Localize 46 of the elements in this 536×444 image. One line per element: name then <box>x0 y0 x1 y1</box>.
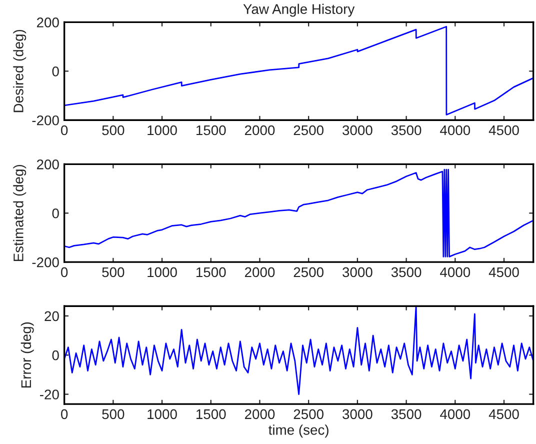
x-tick-label: 2500 <box>294 409 324 420</box>
x-tick-label: 3000 <box>342 125 372 136</box>
y-tick-label: -200 <box>32 257 59 268</box>
x-tick-label: 2500 <box>294 267 324 278</box>
y-axis-title: Desired (deg) <box>13 30 26 112</box>
x-tick-label: 1000 <box>148 267 177 278</box>
x-tick-label: 500 <box>102 409 124 420</box>
y-axis-title: Estimated (deg) <box>13 164 26 261</box>
x-axis-title: time (sec) <box>268 424 328 438</box>
line-series <box>64 168 534 258</box>
x-tick-label: 3000 <box>342 267 372 278</box>
x-tick-label: 500 <box>102 267 124 278</box>
x-tick-label: 3500 <box>391 125 422 136</box>
x-tick-label: 4500 <box>488 409 519 420</box>
x-tick-label: 0 <box>61 409 68 420</box>
chart-title: Yaw Angle History <box>243 4 355 17</box>
y-axis-title: Error (deg) <box>20 322 34 388</box>
x-tick-label: 500 <box>102 125 124 136</box>
line-series <box>64 26 534 116</box>
x-tick-label: 4000 <box>440 267 470 278</box>
x-tick-label: 4500 <box>488 125 519 136</box>
x-tick-label: 1000 <box>148 125 177 136</box>
x-tick-label: 3000 <box>342 409 372 420</box>
x-tick-label: 1500 <box>196 409 226 420</box>
x-tick-label: 0 <box>61 267 68 278</box>
x-tick-label: 4000 <box>440 409 470 420</box>
x-tick-label: 0 <box>61 125 68 136</box>
y-tick-label: 200 <box>36 18 59 28</box>
y-tick-label: 200 <box>36 160 59 170</box>
x-tick-label: 1500 <box>196 267 226 278</box>
x-tick-label: 2000 <box>244 267 275 278</box>
x-tick-label: 3500 <box>391 267 422 278</box>
x-tick-label: 4500 <box>488 267 519 278</box>
x-tick-label: 2500 <box>294 125 324 136</box>
y-tick-label: 0 <box>52 66 59 76</box>
y-tick-label: -200 <box>32 115 59 126</box>
x-tick-label: 1000 <box>148 409 177 420</box>
y-tick-label: 0 <box>52 350 59 360</box>
x-tick-label: 2000 <box>244 409 275 420</box>
x-tick-label: 4000 <box>440 125 470 136</box>
y-tick-label: -20 <box>40 390 59 400</box>
y-tick-label: 20 <box>44 311 59 322</box>
x-tick-label: 3500 <box>391 409 422 420</box>
x-tick-label: 2000 <box>244 125 275 136</box>
y-tick-label: 0 <box>52 208 59 218</box>
x-tick-label: 1500 <box>196 125 226 136</box>
